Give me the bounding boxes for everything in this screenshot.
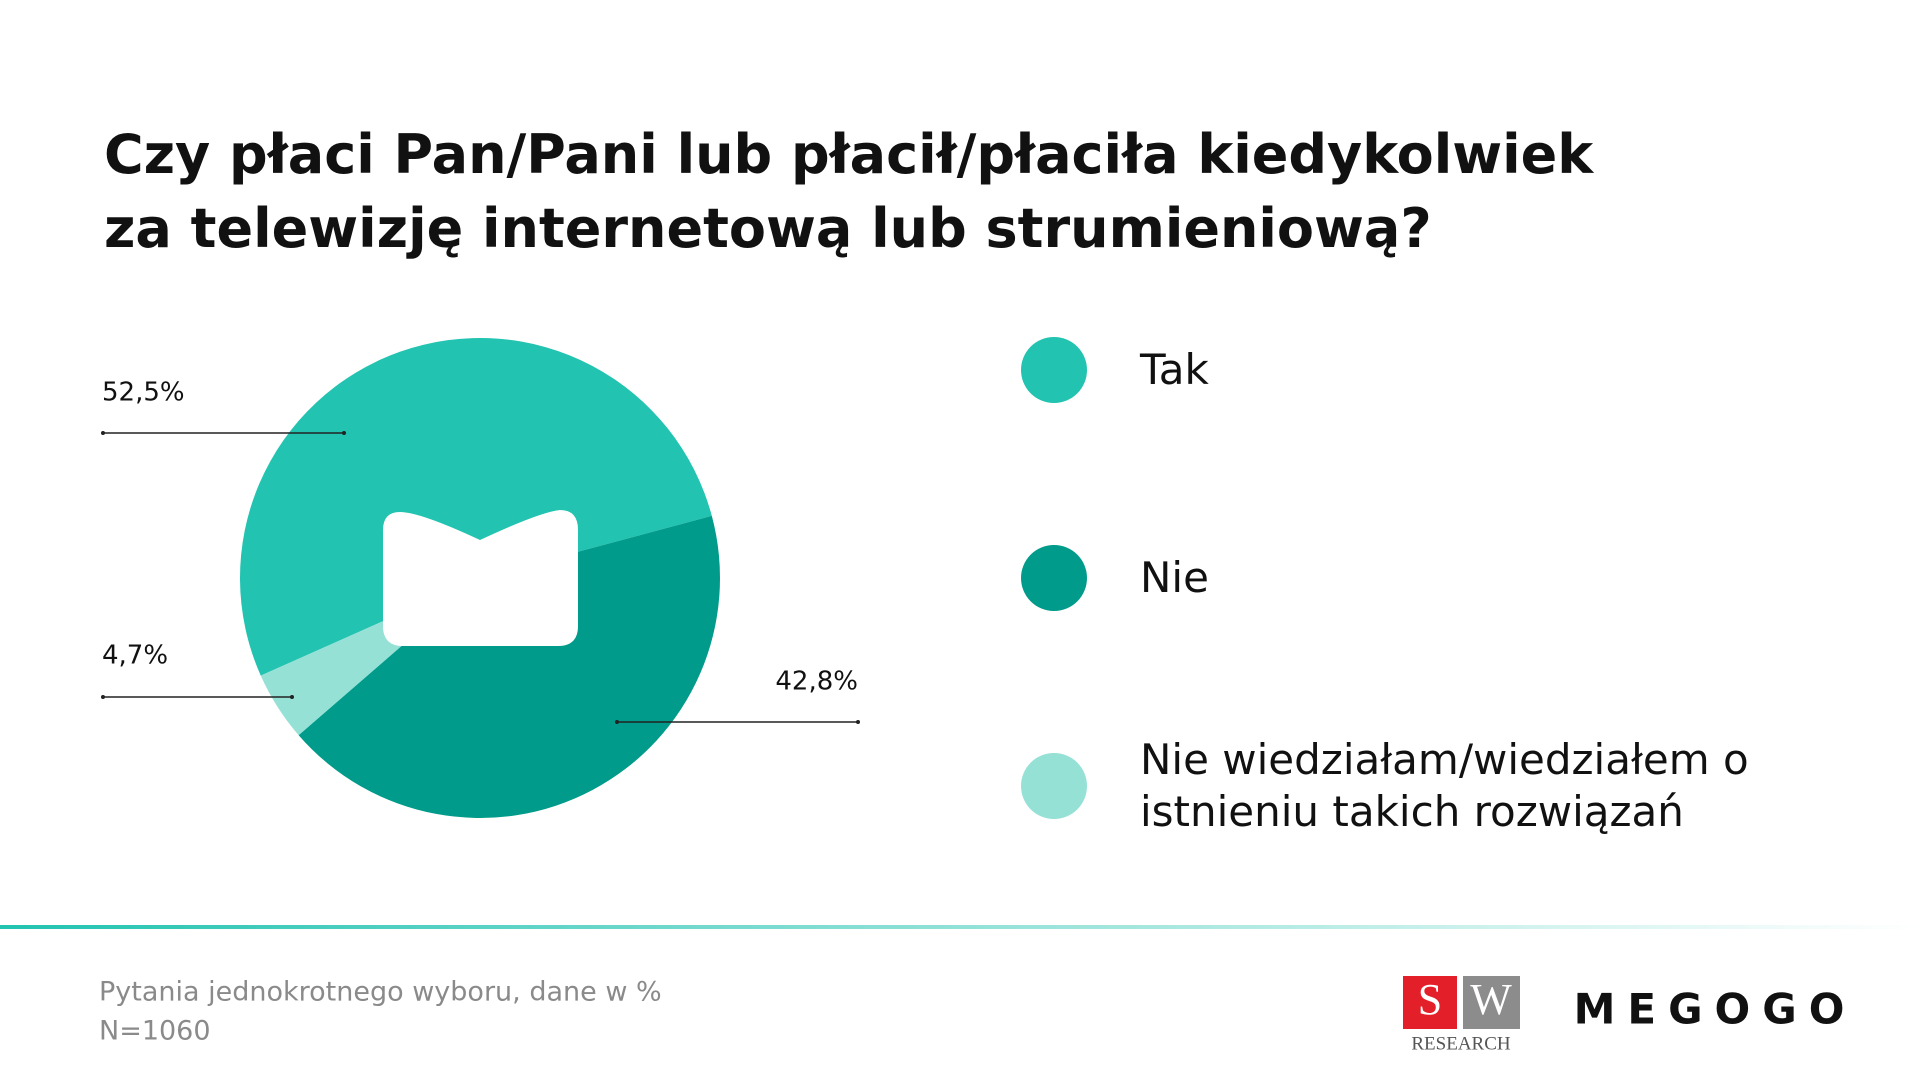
value-label: 4,7% xyxy=(102,641,168,671)
legend-swatch xyxy=(1021,753,1087,819)
logo-w: W xyxy=(1470,975,1512,1024)
legend-label: Tak xyxy=(1140,345,1209,394)
leader-dot xyxy=(290,695,294,699)
legend-swatch xyxy=(1021,545,1087,611)
chart-title: Czy płaci Pan/Pani lub płacił/płaciła ki… xyxy=(104,123,1594,260)
legend-label: Nie wiedziałam/wiedziałem o istnieniu ta… xyxy=(1140,735,1749,836)
legend-swatch xyxy=(1021,337,1087,403)
logo-s: S xyxy=(1418,975,1442,1024)
value-label: 42,8% xyxy=(775,667,858,697)
slice xyxy=(298,515,720,818)
divider xyxy=(0,925,1920,929)
footer-sample: N=1060 xyxy=(99,1016,211,1047)
logo-megogo: MEGOGO xyxy=(1574,985,1857,1034)
center-logo xyxy=(383,510,578,646)
leader-dot xyxy=(101,695,105,699)
legend-label: Nie xyxy=(1140,553,1209,602)
value-label: 52,5% xyxy=(102,378,185,408)
slice xyxy=(239,337,712,676)
leader-dot xyxy=(615,720,619,724)
leader-dot xyxy=(342,431,346,435)
footer-note: Pytania jednokrotnego wyboru, dane w % xyxy=(99,977,662,1008)
logo-research: RESEARCH xyxy=(1411,1033,1511,1054)
logo-box xyxy=(1403,976,1457,1029)
leader-dot xyxy=(101,431,105,435)
leader-dot xyxy=(856,720,860,724)
logo-box xyxy=(1463,976,1520,1029)
